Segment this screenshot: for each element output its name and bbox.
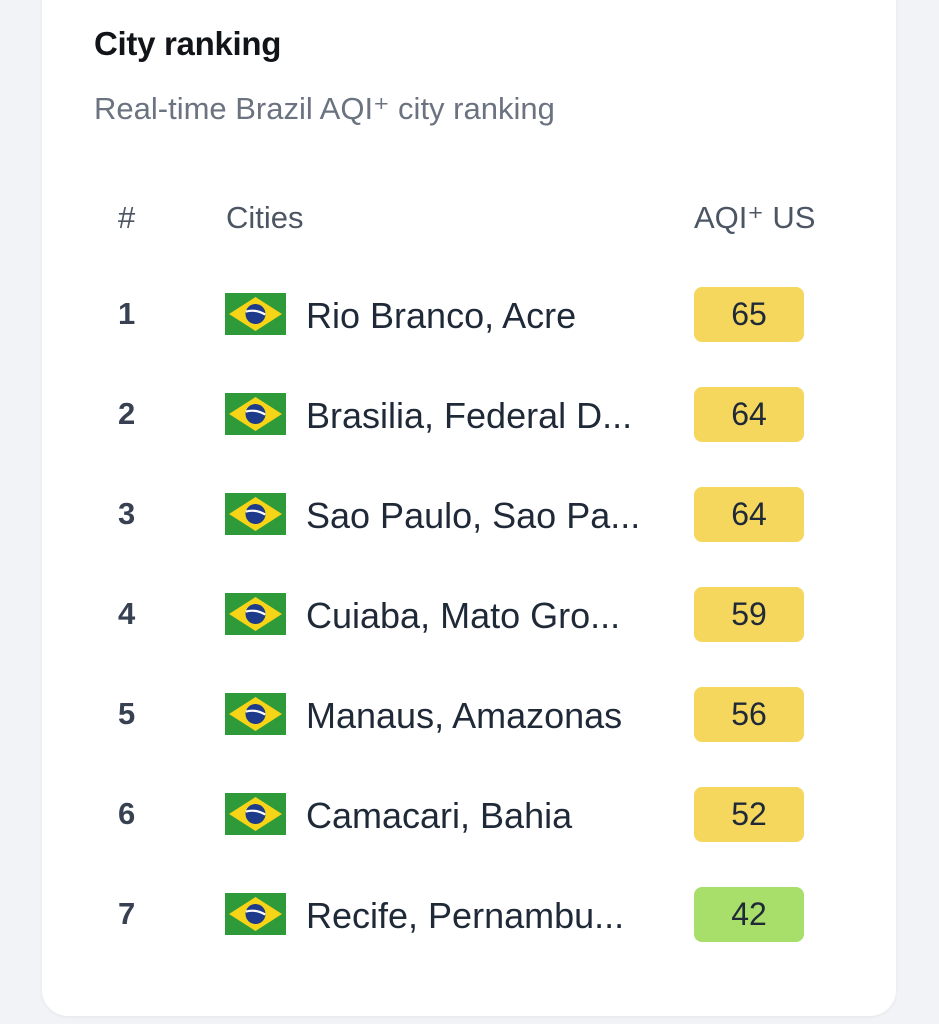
aqi-badge: 52 (694, 787, 804, 842)
ranking-row[interactable]: 6 Camacari, Bahia 52 (0, 787, 939, 843)
brazil-flag-icon (225, 793, 286, 835)
city-name[interactable]: Brasilia, Federal D... (306, 395, 666, 437)
aqi-badge: 64 (694, 387, 804, 442)
column-header-rank: # (118, 200, 135, 236)
ranking-row[interactable]: 3 Sao Paulo, Sao Pa... 64 (0, 487, 939, 543)
brazil-flag-icon (225, 393, 286, 435)
aqi-badge: 64 (694, 487, 804, 542)
ranking-row[interactable]: 2 Brasilia, Federal D... 64 (0, 387, 939, 443)
brazil-flag-icon (225, 693, 286, 735)
brazil-flag-icon (225, 293, 286, 335)
aqi-badge: 65 (694, 287, 804, 342)
city-name[interactable]: Camacari, Bahia (306, 795, 666, 837)
brazil-flag-icon (225, 493, 286, 535)
rank-number: 2 (118, 396, 135, 432)
ranking-row[interactable]: 1 Rio Branco, Acre 65 (0, 287, 939, 343)
city-name[interactable]: Recife, Pernambu... (306, 895, 666, 937)
brazil-flag-icon (225, 593, 286, 635)
rank-number: 5 (118, 696, 135, 732)
card-subtitle: Real-time Brazil AQI⁺ city ranking (94, 91, 555, 127)
rank-number: 1 (118, 296, 135, 332)
aqi-badge: 59 (694, 587, 804, 642)
aqi-badge: 56 (694, 687, 804, 742)
ranking-row[interactable]: 7 Recife, Pernambu... 42 (0, 887, 939, 943)
ranking-row[interactable]: 5 Manaus, Amazonas 56 (0, 687, 939, 743)
city-name[interactable]: Rio Branco, Acre (306, 295, 666, 337)
rank-number: 3 (118, 496, 135, 532)
city-name[interactable]: Manaus, Amazonas (306, 695, 666, 737)
city-name[interactable]: Sao Paulo, Sao Pa... (306, 495, 666, 537)
column-header-cities: Cities (226, 200, 304, 236)
card-title: City ranking (94, 25, 281, 63)
brazil-flag-icon (225, 893, 286, 935)
rank-number: 4 (118, 596, 135, 632)
aqi-badge: 42 (694, 887, 804, 942)
rank-number: 6 (118, 796, 135, 832)
ranking-row[interactable]: 4 Cuiaba, Mato Gro... 59 (0, 587, 939, 643)
column-header-aqi: AQI⁺ US (694, 200, 815, 236)
rank-number: 7 (118, 896, 135, 932)
city-name[interactable]: Cuiaba, Mato Gro... (306, 595, 666, 637)
